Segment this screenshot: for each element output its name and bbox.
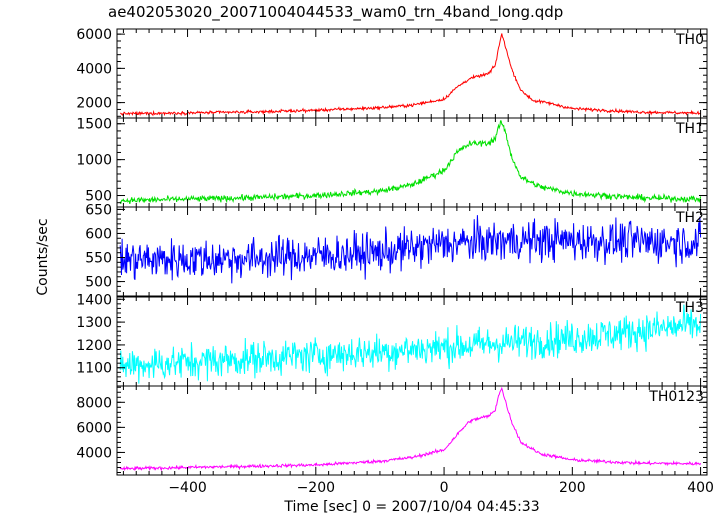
y-tick-label: 1500 (76, 117, 112, 133)
y-tick-label: 1000 (76, 153, 112, 169)
y-tick-label: 650 (85, 202, 112, 218)
y-tick-label: 8000 (76, 395, 112, 411)
series-line-th0 (120, 33, 701, 117)
x-tick-label: 200 (559, 480, 586, 496)
y-tick-label: 6000 (76, 420, 112, 436)
panel-label-th1: TH1 (675, 121, 704, 137)
y-axis-label: Counts/sec (35, 218, 51, 295)
y-tick-label: 4000 (76, 445, 112, 461)
panel-label-th0: TH0 (675, 32, 704, 48)
chart-title: ae402053020_20071004044533_wam0_trn_4ban… (108, 3, 563, 22)
y-tick-label: 6000 (76, 27, 112, 43)
y-tick-label: 1300 (76, 315, 112, 331)
series-line-th3 (119, 304, 702, 384)
y-tick-label: 500 (85, 189, 112, 205)
panel-frame (116, 206, 708, 297)
panel-label-th0123: TH0123 (648, 389, 704, 405)
y-tick-label: 1100 (76, 361, 112, 377)
y-tick-label: 550 (85, 251, 112, 267)
x-tick-label: −200 (297, 480, 335, 496)
panel-th1: 500 1000 1500 TH1 (76, 117, 708, 208)
y-tick-label: 4000 (76, 61, 112, 77)
y-tick-label: 500 (85, 275, 112, 291)
y-tick-label: 1200 (76, 338, 112, 354)
panel-th3: 1100 1200 1300 1400 TH3 (76, 292, 708, 387)
x-tick-label: 0 (440, 480, 449, 496)
x-axis-label: Time [sec] 0 = 2007/10/04 04:45:33 (283, 499, 539, 515)
panel-frame (116, 296, 708, 387)
panel-th2: 500 550 600 650 TH2 (85, 202, 708, 297)
series-line-th0123 (119, 386, 702, 472)
panel-label-th3: TH3 (675, 300, 704, 316)
panel-label-th2: TH2 (675, 210, 704, 226)
y-tick-label: 600 (85, 226, 112, 242)
panel-frame (116, 117, 708, 208)
panel-frame (116, 28, 708, 119)
series-line-th1 (119, 120, 702, 205)
x-tick-label: 400 (687, 480, 714, 496)
y-tick-label: 2000 (76, 96, 112, 112)
panel-th0: 2000 4000 6000 TH0 (76, 27, 708, 119)
y-tick-label: 1400 (76, 292, 112, 308)
panel-th0123: 4000 6000 8000 TH0123 (76, 385, 708, 476)
series-line-th2 (119, 215, 702, 284)
panel-frame (116, 385, 708, 476)
x-tick-label: −400 (168, 480, 206, 496)
